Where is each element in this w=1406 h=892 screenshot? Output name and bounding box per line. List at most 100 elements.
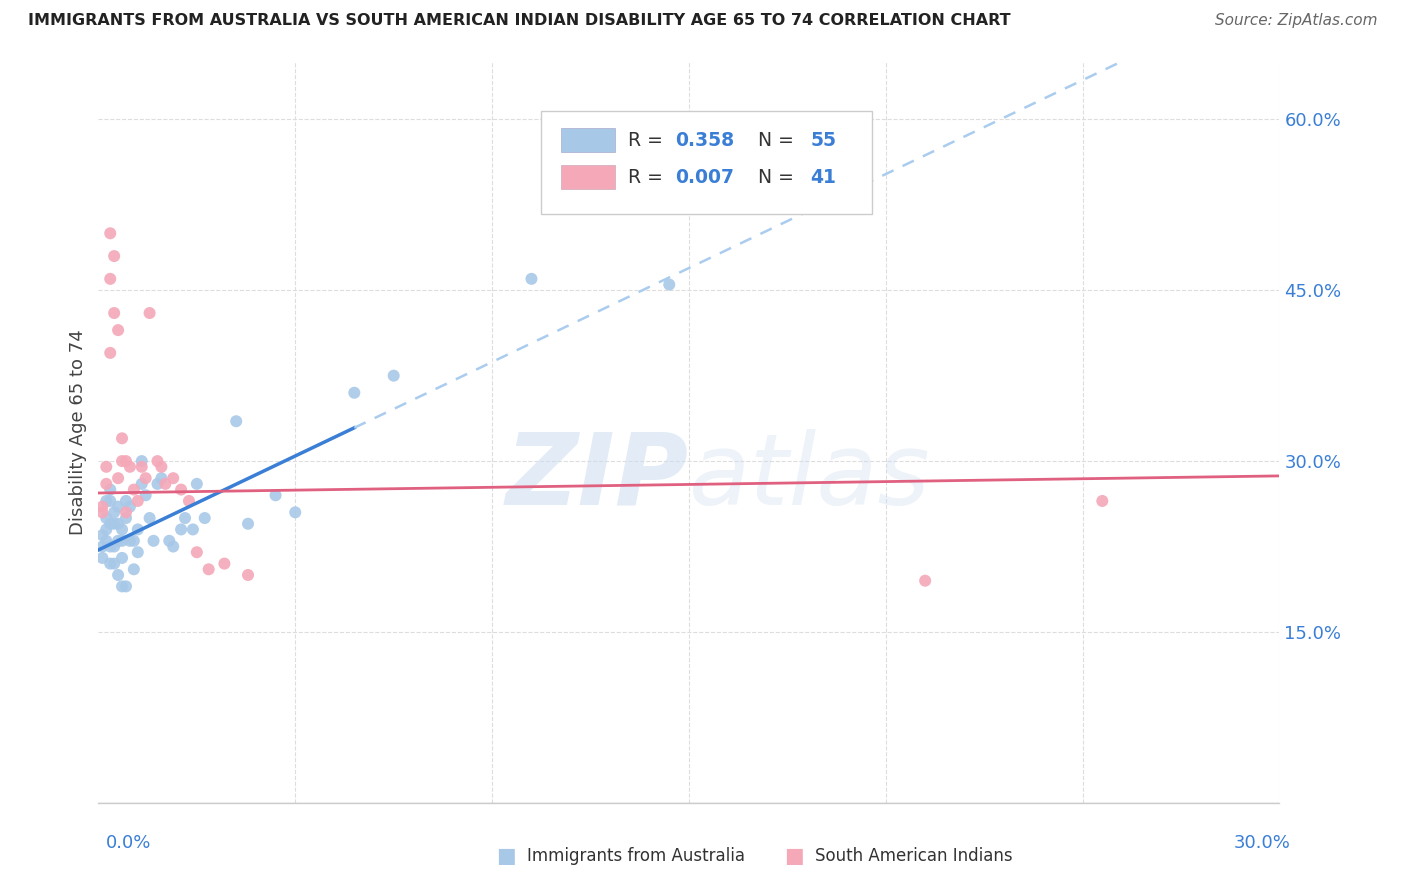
Point <box>150 471 173 485</box>
Point <box>225 414 247 428</box>
Point <box>197 562 219 576</box>
Point <box>142 533 165 548</box>
Point <box>170 483 193 497</box>
Point <box>98 540 121 554</box>
Point <box>111 579 134 593</box>
FancyBboxPatch shape <box>561 128 614 152</box>
Point <box>150 459 173 474</box>
Text: 0.358: 0.358 <box>675 130 734 150</box>
Point <box>96 476 118 491</box>
Point <box>98 346 121 360</box>
Point <box>103 306 125 320</box>
Point <box>1091 494 1114 508</box>
Point <box>107 533 129 548</box>
Point <box>96 511 118 525</box>
Text: Immigrants from Australia: Immigrants from Australia <box>527 847 745 865</box>
Point <box>111 523 134 537</box>
Point <box>186 545 208 559</box>
Point <box>131 459 153 474</box>
Point <box>96 533 118 548</box>
Point <box>118 459 141 474</box>
Point <box>181 523 204 537</box>
Text: 30.0%: 30.0% <box>1234 834 1291 852</box>
Point <box>236 568 259 582</box>
Text: South American Indians: South American Indians <box>815 847 1014 865</box>
Point <box>131 476 153 491</box>
Point <box>236 516 259 531</box>
Point <box>98 494 121 508</box>
Point <box>103 516 125 531</box>
Point <box>155 476 177 491</box>
Point <box>107 471 129 485</box>
Point <box>91 528 114 542</box>
Point <box>157 533 180 548</box>
Point <box>115 505 138 519</box>
Point <box>118 500 141 514</box>
Point <box>111 431 134 445</box>
Point <box>103 249 125 263</box>
Point <box>96 459 118 474</box>
Point <box>111 454 134 468</box>
Point <box>135 471 157 485</box>
Text: 0.0%: 0.0% <box>105 834 150 852</box>
Point <box>98 272 121 286</box>
Text: 55: 55 <box>811 130 837 150</box>
Point <box>138 306 160 320</box>
Point <box>91 500 114 514</box>
Text: ■: ■ <box>785 847 804 866</box>
Point <box>103 557 125 571</box>
Text: R =: R = <box>627 130 668 150</box>
Point <box>127 523 149 537</box>
Point <box>264 488 287 502</box>
FancyBboxPatch shape <box>561 165 614 189</box>
Point <box>115 511 138 525</box>
Point <box>122 533 145 548</box>
Point <box>658 277 681 292</box>
Point <box>127 545 149 559</box>
Point <box>91 505 114 519</box>
Point <box>214 557 236 571</box>
Text: atlas: atlas <box>689 428 931 525</box>
Text: N =: N = <box>745 130 800 150</box>
Point <box>98 227 121 241</box>
FancyBboxPatch shape <box>541 111 872 214</box>
Point <box>343 385 366 400</box>
Point <box>91 540 114 554</box>
Point <box>177 494 200 508</box>
Point <box>96 523 118 537</box>
Point <box>520 272 543 286</box>
Text: 41: 41 <box>811 168 837 186</box>
Point <box>103 540 125 554</box>
Point <box>107 323 129 337</box>
Point <box>115 494 138 508</box>
Point <box>115 454 138 468</box>
Point <box>162 540 184 554</box>
Point <box>115 579 138 593</box>
Point <box>170 523 193 537</box>
Point <box>107 516 129 531</box>
Point <box>131 454 153 468</box>
Point <box>118 533 141 548</box>
Y-axis label: Disability Age 65 to 74: Disability Age 65 to 74 <box>69 330 87 535</box>
Text: 0.007: 0.007 <box>675 168 734 186</box>
Point <box>96 494 118 508</box>
Text: ■: ■ <box>496 847 516 866</box>
Point <box>98 483 121 497</box>
Text: N =: N = <box>745 168 800 186</box>
Text: IMMIGRANTS FROM AUSTRALIA VS SOUTH AMERICAN INDIAN DISABILITY AGE 65 TO 74 CORRE: IMMIGRANTS FROM AUSTRALIA VS SOUTH AMERI… <box>28 13 1011 29</box>
Point <box>122 562 145 576</box>
Point <box>382 368 405 383</box>
Point <box>127 494 149 508</box>
Point <box>111 550 134 565</box>
Point <box>284 505 307 519</box>
Point <box>107 500 129 514</box>
Point <box>91 550 114 565</box>
Point <box>107 568 129 582</box>
Point <box>122 483 145 497</box>
Point <box>111 533 134 548</box>
Point <box>194 511 217 525</box>
Point <box>914 574 936 588</box>
Text: ZIP: ZIP <box>506 428 689 525</box>
Text: Source: ZipAtlas.com: Source: ZipAtlas.com <box>1215 13 1378 29</box>
Point <box>146 476 169 491</box>
